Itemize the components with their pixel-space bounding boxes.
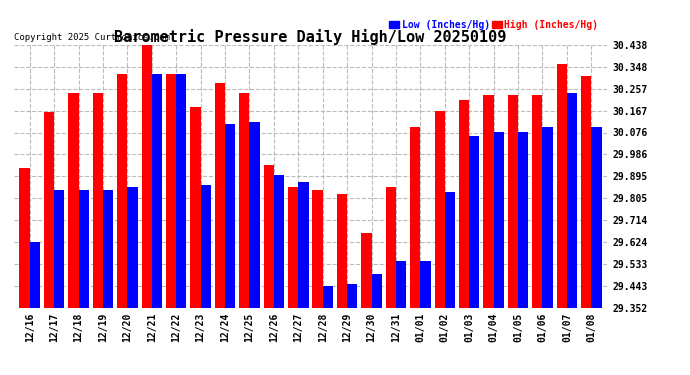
- Bar: [371, 274, 382, 308]
- Bar: [362, 233, 371, 308]
- Bar: [493, 132, 504, 308]
- Bar: [264, 165, 274, 308]
- Bar: [166, 74, 176, 308]
- Bar: [250, 122, 259, 308]
- Bar: [591, 127, 602, 308]
- Bar: [30, 242, 40, 308]
- Bar: [313, 189, 323, 308]
- Bar: [141, 45, 152, 308]
- Bar: [68, 93, 79, 308]
- Bar: [274, 175, 284, 308]
- Bar: [19, 168, 30, 308]
- Bar: [54, 189, 64, 308]
- Bar: [518, 132, 529, 308]
- Bar: [484, 95, 493, 308]
- Bar: [420, 261, 431, 308]
- Bar: [103, 189, 113, 308]
- Bar: [347, 284, 357, 308]
- Bar: [459, 100, 469, 308]
- Bar: [215, 83, 225, 308]
- Bar: [176, 74, 186, 308]
- Bar: [298, 182, 308, 308]
- Bar: [323, 285, 333, 308]
- Bar: [557, 64, 567, 308]
- Bar: [190, 107, 201, 308]
- Bar: [239, 93, 250, 308]
- Legend: Low (Inches/Hg), High (Inches/Hg): Low (Inches/Hg), High (Inches/Hg): [385, 16, 602, 33]
- Bar: [288, 187, 298, 308]
- Bar: [117, 74, 128, 308]
- Bar: [410, 127, 420, 308]
- Bar: [396, 261, 406, 308]
- Bar: [337, 194, 347, 308]
- Bar: [225, 124, 235, 308]
- Bar: [128, 187, 137, 308]
- Bar: [508, 95, 518, 308]
- Bar: [386, 187, 396, 308]
- Bar: [445, 192, 455, 308]
- Title: Barometric Pressure Daily High/Low 20250109: Barometric Pressure Daily High/Low 20250…: [115, 29, 506, 45]
- Bar: [542, 127, 553, 308]
- Bar: [469, 136, 480, 308]
- Bar: [435, 111, 445, 308]
- Bar: [581, 76, 591, 308]
- Bar: [44, 112, 54, 308]
- Bar: [567, 93, 577, 308]
- Bar: [79, 189, 89, 308]
- Bar: [92, 93, 103, 308]
- Bar: [532, 95, 542, 308]
- Bar: [152, 74, 162, 308]
- Text: Copyright 2025 Curtronics.com: Copyright 2025 Curtronics.com: [14, 33, 170, 42]
- Bar: [201, 185, 211, 308]
